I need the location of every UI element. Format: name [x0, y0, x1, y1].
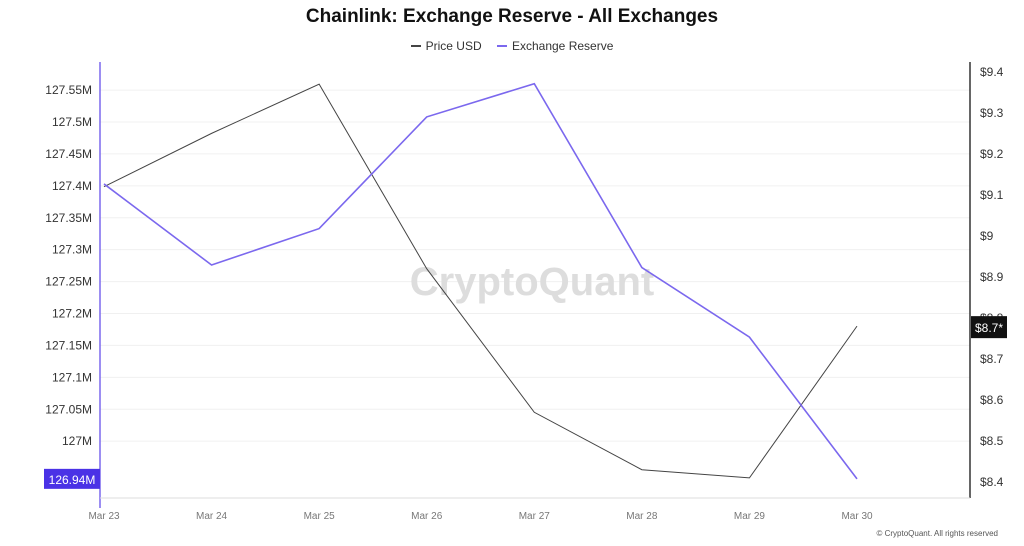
right-tick-label: $8.7: [980, 352, 1004, 366]
legend-price[interactable]: Price USD: [410, 39, 482, 53]
x-tick-label: Mar 30: [841, 511, 873, 522]
copyright: © CryptoQuant. All rights reserved: [876, 529, 999, 538]
watermark: CryptoQuant: [410, 260, 654, 304]
x-tick-label: Mar 25: [304, 511, 336, 522]
right-tick-label: $9.3: [980, 106, 1004, 120]
legend-reserve[interactable]: Exchange Reserve: [496, 39, 613, 53]
x-tick-label: Mar 28: [626, 511, 658, 522]
x-tick-label: Mar 24: [196, 511, 228, 522]
left-tick-label: 127.2M: [52, 307, 92, 321]
current-reserve-label: 126.94M: [49, 473, 96, 487]
left-tick-label: 127.55M: [45, 83, 92, 97]
right-tick-label: $9: [980, 229, 994, 243]
series-line-price-usd: [103, 83, 858, 479]
right-tick-label: $9.1: [980, 188, 1004, 202]
right-tick-label: $8.6: [980, 393, 1004, 407]
legend: Price USD Exchange Reserve: [0, 36, 1024, 53]
left-tick-label: 127.35M: [45, 211, 92, 225]
left-tick-label: 127M: [62, 434, 92, 448]
right-tick-label: $8.5: [980, 434, 1004, 448]
left-tick-label: 127.4M: [52, 179, 92, 193]
right-tick-label: $9.2: [980, 147, 1004, 161]
x-tick-label: Mar 29: [734, 511, 766, 522]
left-tick-label: 127.05M: [45, 402, 92, 416]
current-reserve-badge: [44, 468, 100, 489]
current-price-label: $8.7*: [975, 321, 1003, 335]
left-tick-label: 127.15M: [45, 338, 92, 352]
series-line-exchange-reserve: [103, 82, 858, 480]
right-tick-label: $8.9: [980, 270, 1004, 284]
left-tick-label: 127.3M: [52, 243, 92, 257]
left-tick-label: 127.25M: [45, 275, 92, 289]
x-tick-label: Mar 23: [88, 511, 120, 522]
x-tick-label: Mar 27: [519, 511, 551, 522]
chart-title: Chainlink: Exchange Reserve - All Exchan…: [305, 6, 719, 27]
current-price-badge: [971, 316, 1007, 339]
left-tick-label: 127.1M: [52, 370, 92, 384]
right-tick-label: $8.4: [980, 475, 1004, 489]
x-tick-label: Mar 26: [411, 511, 443, 522]
left-tick-label: 127.45M: [45, 147, 92, 161]
right-tick-label: $9.4: [980, 65, 1004, 79]
left-tick-label: 127.5M: [52, 115, 92, 129]
